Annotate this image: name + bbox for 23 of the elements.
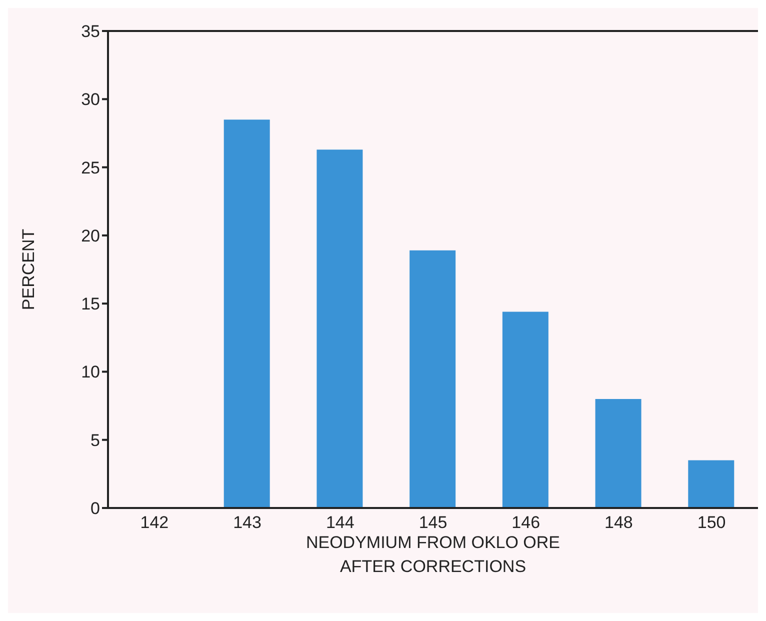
y-tick-label: 15 xyxy=(81,294,100,314)
bar xyxy=(410,250,456,508)
bar xyxy=(595,398,642,508)
bar xyxy=(224,120,270,508)
y-axis-title: PERCENT xyxy=(19,228,38,310)
x-tick-label: 150 xyxy=(697,513,726,532)
x-tick-label: 146 xyxy=(512,513,540,532)
x-axis-title: NEODYMIUM FROM OKLO ORE AFTER CORRECTIONS xyxy=(306,533,560,576)
x-tick-label: 144 xyxy=(326,513,354,532)
bar xyxy=(688,460,734,508)
x-tick-label: 145 xyxy=(418,513,448,532)
x-tick-label: 142 xyxy=(140,513,169,532)
x-tick-label: 148 xyxy=(604,513,633,532)
y-tick-label: 30 xyxy=(81,90,100,110)
y-tick-label: 25 xyxy=(81,158,100,178)
bar xyxy=(502,312,548,508)
y-tick-label: 5 xyxy=(90,430,100,450)
y-tick-label: 0 xyxy=(90,499,100,518)
y-tick-label: 35 xyxy=(81,22,100,42)
x-tick-label: 143 xyxy=(233,513,262,532)
y-tick-label: 10 xyxy=(81,362,100,382)
bar xyxy=(316,150,363,508)
y-tick-label: 20 xyxy=(81,226,100,246)
